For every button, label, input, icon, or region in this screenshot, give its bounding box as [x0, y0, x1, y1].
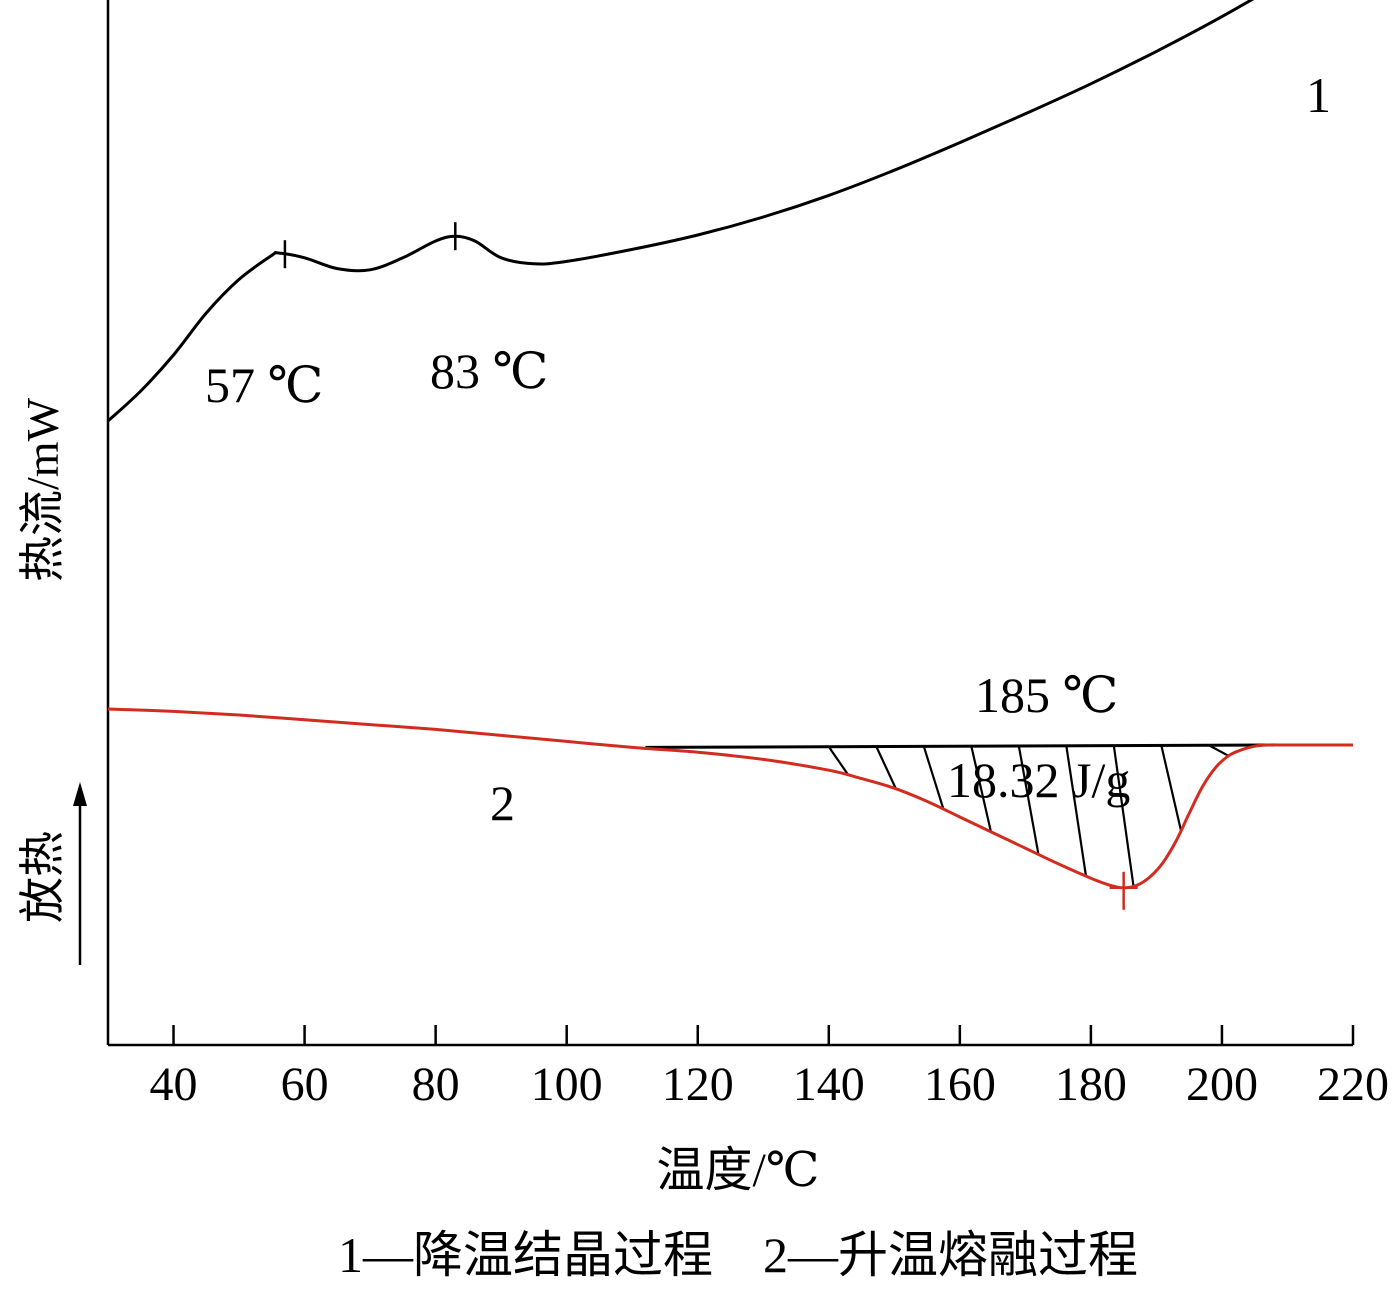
- baseline-line: [645, 743, 1275, 749]
- x-tick-label: 60: [281, 1058, 329, 1111]
- axes: [106, 0, 1353, 1047]
- series-1-label: 1: [1306, 67, 1331, 123]
- peak-marks: [283, 222, 1138, 910]
- series-2-line: [107, 707, 1353, 890]
- hatch-line: [875, 746, 897, 790]
- y-axis-label: 热流/mW: [17, 397, 68, 582]
- enthalpy-label: 18.32 J/g: [947, 752, 1130, 808]
- x-tick-label: 200: [1186, 1058, 1258, 1111]
- x-tick-label: 40: [150, 1058, 198, 1111]
- series-2-label: 2: [490, 775, 515, 831]
- hatch-line: [1065, 745, 1088, 877]
- hatch-line: [1160, 745, 1183, 831]
- x-ticks: [172, 1025, 1355, 1045]
- peak-1-label: 57 ℃: [205, 357, 323, 413]
- x-tick-label: 220: [1317, 1058, 1389, 1111]
- series-1-line: [106, 0, 1255, 423]
- peak-2-label: 83 ℃: [430, 343, 548, 399]
- peak-3-label: 185 ℃: [975, 667, 1118, 723]
- exotherm-arrow-icon: [73, 782, 87, 965]
- x-tick-label: 120: [662, 1058, 734, 1111]
- x-tick-label: 160: [924, 1058, 996, 1111]
- hatch-region: [645, 743, 1275, 887]
- hatch-line: [1112, 745, 1135, 887]
- x-tick-label: 80: [412, 1058, 460, 1111]
- x-tick-label: 100: [531, 1058, 603, 1111]
- x-tick-label: 180: [1055, 1058, 1127, 1111]
- caption: 1—降温结晶过程 2—升温熔融过程: [338, 1227, 1138, 1283]
- x-tick-label: 140: [793, 1058, 865, 1111]
- hatch-line: [922, 746, 945, 810]
- hatch-line: [1017, 745, 1040, 855]
- x-axis-label: 温度/℃: [656, 1144, 819, 1197]
- x-tick-labels: 40 60 80 100 120 140 160 180 200 220: [150, 1058, 1389, 1111]
- exotherm-label: 放热: [17, 831, 68, 923]
- hatch-line: [1208, 744, 1230, 757]
- series-group: [106, 0, 1353, 890]
- hatch-line: [827, 746, 850, 776]
- hatch-line: [970, 745, 993, 833]
